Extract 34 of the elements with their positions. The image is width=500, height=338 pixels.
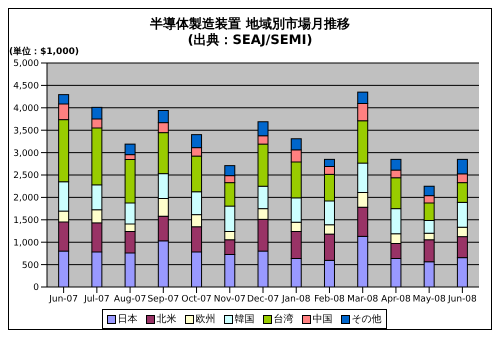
- y-tick-label: 0: [33, 283, 40, 294]
- x-tick-label: Mar-08: [347, 294, 379, 304]
- legend-label: 韓国: [234, 312, 254, 326]
- y-tick-label: 1,500: [13, 216, 40, 226]
- x-tick-label: Feb-08: [314, 294, 346, 304]
- x-tick-label: Oct-07: [181, 294, 212, 304]
- legend-label: 中国: [312, 312, 332, 326]
- legend-label: 欧州: [196, 312, 216, 326]
- y-tick-label: 5,000: [13, 59, 40, 70]
- x-tick-label: Sep-07: [147, 294, 180, 304]
- y-tick-label: 3,500: [13, 126, 40, 136]
- x-tick-label: Apr-08: [381, 294, 412, 304]
- chart-subtitle: (出典：SEAJ/SEMI): [188, 33, 312, 48]
- y-tick-label: 2,500: [13, 171, 40, 182]
- y-tick-label: 4,000: [13, 104, 40, 114]
- x-tick-label: Jun-08: [447, 294, 478, 304]
- x-tick-label: Jul-07: [83, 294, 110, 304]
- x-tick-label: Dec-07: [246, 294, 280, 304]
- y-tick-label: 3,000: [13, 148, 40, 159]
- x-tick-label: Jun-07: [48, 294, 78, 304]
- legend-label: その他: [352, 313, 382, 326]
- y-tick-label: 2,000: [13, 194, 40, 204]
- y-tick-label: 500: [22, 260, 40, 271]
- legend-label: 台湾: [274, 312, 294, 326]
- x-tick-label: Nov-07: [214, 294, 246, 304]
- y-axis-title: (単位：$1,000): [9, 46, 79, 58]
- x-tick-label: Aug-07: [114, 294, 146, 304]
- chart-title: 半導体製造装置 地域別市場月推移: [149, 17, 351, 33]
- x-tick-label: Jan-08: [280, 294, 311, 304]
- y-tick-label: 1,000: [13, 238, 40, 248]
- legend-label: 日本: [118, 312, 138, 326]
- y-tick-label: 4,500: [13, 82, 40, 92]
- x-tick-label: May-08: [412, 294, 446, 304]
- legend-label: 北米: [156, 312, 176, 326]
